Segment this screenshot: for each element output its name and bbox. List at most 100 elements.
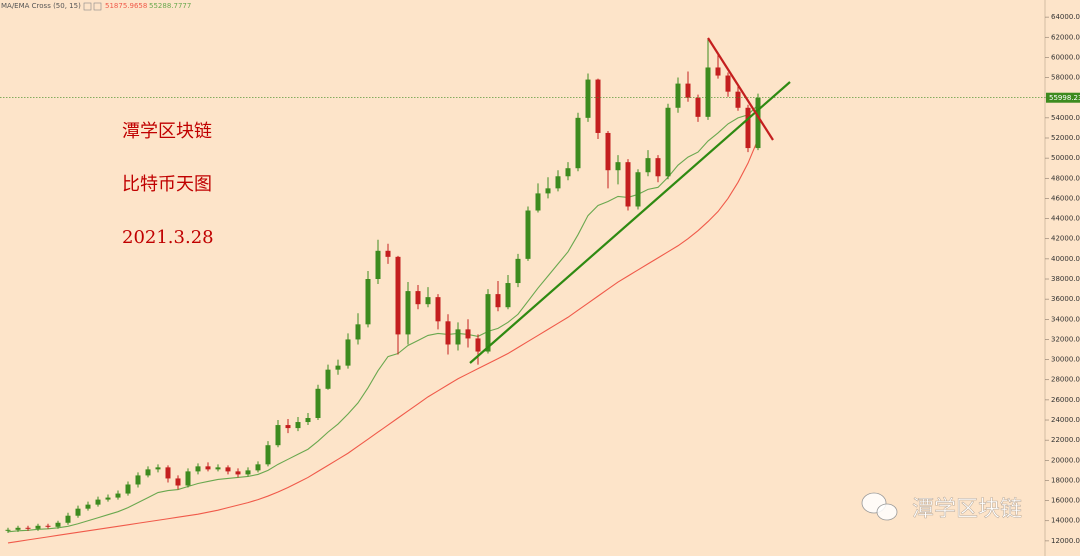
close-icon[interactable] xyxy=(93,2,102,11)
candle-body xyxy=(55,522,61,527)
candle-body xyxy=(255,464,261,471)
candle-body xyxy=(205,466,211,470)
candle-body xyxy=(145,469,151,476)
candle-body xyxy=(385,250,391,257)
candle-body xyxy=(595,79,601,133)
y-tick-label: 26000.00 xyxy=(1051,396,1080,404)
candle-body xyxy=(645,158,651,173)
y-tick-label: 52000.00 xyxy=(1051,134,1080,142)
candle-body xyxy=(75,508,81,516)
candle-body xyxy=(625,162,631,207)
candle-body xyxy=(105,497,111,500)
resistance-trendline xyxy=(707,37,774,141)
y-tick-label: 46000.00 xyxy=(1051,194,1080,202)
y-tick-label: 58000.00 xyxy=(1051,74,1080,82)
candle-body xyxy=(335,365,341,370)
y-tick-label: 36000.00 xyxy=(1051,295,1080,303)
candle-body xyxy=(225,467,231,472)
candle-body xyxy=(125,484,131,494)
candle-body xyxy=(665,107,671,177)
candle-body xyxy=(15,527,21,530)
y-tick-label: 60000.00 xyxy=(1051,53,1080,61)
y-tick-label: 48000.00 xyxy=(1051,174,1080,182)
candle-body xyxy=(325,369,331,389)
candle-body xyxy=(615,162,621,171)
candle-body xyxy=(515,258,521,284)
y-tick-label: 32000.00 xyxy=(1051,335,1080,343)
candle-body xyxy=(305,418,311,423)
candle-body xyxy=(295,422,301,429)
candle-body xyxy=(155,467,161,470)
candle-body xyxy=(235,471,241,475)
candle-body xyxy=(425,297,431,305)
y-tick-label: 24000.00 xyxy=(1051,416,1080,424)
y-tick-label: 38000.00 xyxy=(1051,275,1080,283)
candle-body xyxy=(405,291,411,335)
candle-body xyxy=(495,294,501,308)
candle-body xyxy=(635,172,641,207)
candle-body xyxy=(315,388,321,419)
settings-icon[interactable] xyxy=(83,2,92,11)
candle-body xyxy=(565,168,571,177)
y-tick-label: 64000.00 xyxy=(1051,13,1080,21)
candle-body xyxy=(195,466,201,472)
candle-body xyxy=(545,188,551,194)
candle-body xyxy=(115,493,121,498)
candle-body xyxy=(25,527,31,529)
candle-body xyxy=(165,467,171,479)
last-price-box xyxy=(1046,92,1080,103)
candle-body xyxy=(585,79,591,118)
annotation: 潭学区块链 xyxy=(122,121,212,142)
y-tick-label: 40000.00 xyxy=(1051,255,1080,263)
candle-body xyxy=(605,132,611,171)
candle-body xyxy=(5,529,11,531)
indicator-label: MA/EMA Cross (50, 15) xyxy=(1,2,81,10)
candle-body xyxy=(435,297,441,322)
watermark: 潭学区块链 xyxy=(861,492,1022,522)
candle-body xyxy=(285,425,291,429)
y-tick-label: 20000.00 xyxy=(1051,456,1080,464)
candle-body xyxy=(265,445,271,465)
candle-body xyxy=(555,176,561,189)
candle-body xyxy=(245,470,251,475)
y-tick-label: 42000.00 xyxy=(1051,235,1080,243)
y-tick-label: 28000.00 xyxy=(1051,376,1080,384)
candle-body xyxy=(755,97,761,149)
candle-body xyxy=(735,91,741,108)
candle-body xyxy=(135,475,141,485)
y-tick-label: 44000.00 xyxy=(1051,215,1080,223)
plot-area xyxy=(0,39,1045,544)
candle-body xyxy=(355,324,361,340)
candle-body xyxy=(705,67,711,117)
candle-body xyxy=(215,467,221,470)
candle-body xyxy=(745,107,751,149)
candle-body xyxy=(485,294,491,352)
y-tick-label: 14000.00 xyxy=(1051,517,1080,525)
candle-body xyxy=(575,117,581,169)
candle-body xyxy=(715,67,721,76)
candle-body xyxy=(35,525,41,529)
wechat-icon xyxy=(876,503,898,521)
candle-body xyxy=(695,97,701,117)
candle-body xyxy=(275,425,281,446)
indicator-line xyxy=(7,139,759,544)
price-axis-panel xyxy=(1045,0,1080,556)
candle-body xyxy=(475,338,481,352)
candle-body xyxy=(685,83,691,98)
y-tick-label: 62000.00 xyxy=(1051,33,1080,41)
last-price-label: 55998.23 xyxy=(1049,94,1080,102)
y-tick-label: 54000.00 xyxy=(1051,114,1080,122)
candle-body xyxy=(395,256,401,335)
y-tick-label: 30000.00 xyxy=(1051,356,1080,364)
annotation: 2021.3.28 xyxy=(122,227,214,248)
candle-body xyxy=(85,504,91,509)
candle-body xyxy=(415,291,421,305)
watermark-text: 潭学区块链 xyxy=(912,497,1022,522)
candle-body xyxy=(45,525,51,527)
candle-body xyxy=(345,339,351,366)
candle-body xyxy=(65,515,71,523)
candle-body xyxy=(375,250,381,280)
price-axis: 12000.00 14000.00 16000.00 18000.00 20000.00… xyxy=(1045,13,1080,545)
candle-body xyxy=(365,279,371,325)
